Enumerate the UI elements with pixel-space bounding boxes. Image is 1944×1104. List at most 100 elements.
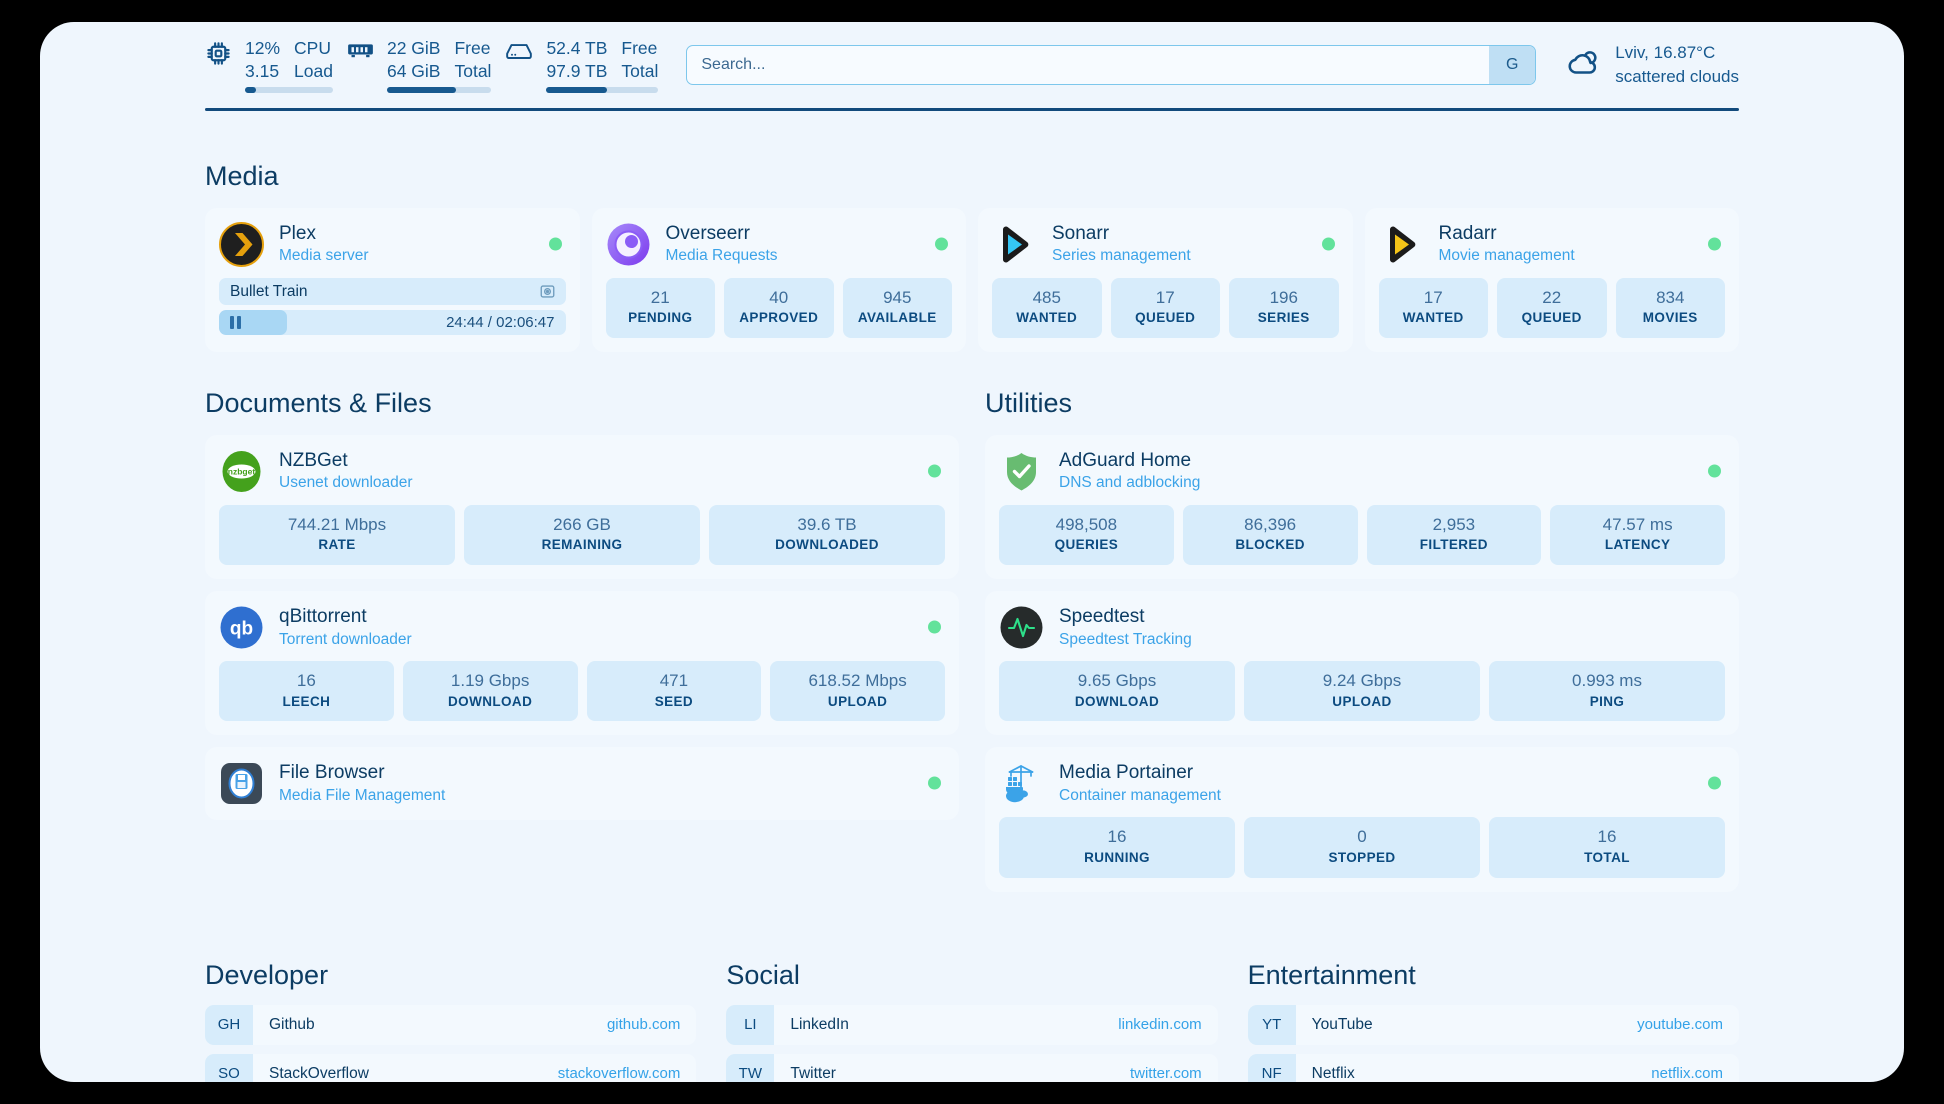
- bookmark-url: stackoverflow.com: [557, 1065, 681, 1082]
- bookmark-item-youtube[interactable]: YT YouTube youtube.com: [1247, 1004, 1739, 1045]
- cpu-progress-bar: [245, 87, 333, 94]
- stat-label: BLOCKED: [1235, 537, 1305, 553]
- search-area: G: [658, 45, 1564, 85]
- stat-label: PENDING: [628, 310, 693, 326]
- stat-tile: 618.52 Mbps UPLOAD: [770, 661, 945, 722]
- bookmark-name: YouTube: [1311, 1015, 1373, 1033]
- search-submit-button[interactable]: G: [1489, 46, 1536, 84]
- stat-tile: 834 MOVIES: [1615, 278, 1725, 339]
- stat-tile: 47.57 ms LATENCY: [1550, 505, 1725, 566]
- system-stat-cpu: 12% 3.15 CPU Load: [205, 37, 333, 94]
- bookmark-item-github[interactable]: GH Github github.com: [205, 1004, 697, 1045]
- radarr-icon: [1379, 222, 1424, 267]
- stat-value: 9.65 Gbps: [1077, 671, 1157, 691]
- bookmark-name: StackOverflow: [269, 1064, 369, 1082]
- stat-label: QUEUED: [1135, 310, 1196, 326]
- service-card-speedtest[interactable]: Speedtest Speedtest Tracking 9.65 Gbps D…: [985, 591, 1739, 736]
- stat-tile: 2,953 FILTERED: [1366, 505, 1542, 566]
- stat-label: REMAINING: [541, 537, 623, 553]
- stat-value: 0: [1357, 827, 1367, 847]
- bookmark-name: Github: [269, 1015, 315, 1033]
- stat-tile: 471 SEED: [586, 661, 762, 722]
- plex-progress-bar[interactable]: 24:44 / 02:06:47: [219, 310, 566, 335]
- stat-label: STOPPED: [1328, 849, 1396, 865]
- stat-label: APPROVED: [739, 310, 819, 326]
- qbittorrent-status-dot: [928, 620, 941, 634]
- stat-value: 471: [659, 671, 689, 691]
- qbittorrent-title: qBittorrent: [279, 605, 367, 627]
- service-card-qbittorrent[interactable]: qb qBittorrent Torrent downloader 16 LEE…: [205, 591, 959, 736]
- nzbget-subtitle: Usenet downloader: [279, 474, 413, 492]
- weather-location-temp: Lviv, 16.87°C: [1615, 42, 1716, 62]
- search-box[interactable]: G: [686, 45, 1537, 85]
- stat-value: 485: [1032, 288, 1061, 307]
- stat-label: WANTED: [1016, 310, 1078, 326]
- stat-value: 498,508: [1055, 515, 1118, 535]
- sonarr-icon: [992, 222, 1037, 267]
- bookmark-item-linkedin[interactable]: LI LinkedIn linkedin.com: [726, 1004, 1218, 1045]
- system-stats-group: 12% 3.15 CPU Load: [205, 37, 659, 94]
- pause-icon[interactable]: [230, 316, 241, 329]
- ram-icon: [347, 40, 374, 65]
- stat-value: 834: [1656, 288, 1685, 307]
- scattered-clouds-icon: [1564, 46, 1602, 85]
- bookmark-item-stackoverflow[interactable]: SO StackOverflow stackoverflow.com: [205, 1053, 697, 1082]
- overseerr-subtitle: Media Requests: [665, 247, 778, 265]
- service-card-filebrowser[interactable]: File Browser Media File Management: [205, 747, 959, 821]
- search-input[interactable]: [687, 46, 1490, 84]
- stat-tile: 945 AVAILABLE: [842, 278, 952, 339]
- service-card-plex[interactable]: Plex Media server Bullet Train: [205, 208, 580, 353]
- stat-tile: 16 TOTAL: [1489, 817, 1725, 878]
- stat-tile: 9.24 Gbps UPLOAD: [1244, 661, 1480, 722]
- stat-label: DOWNLOAD: [448, 693, 533, 709]
- bookmark-item-twitter[interactable]: TW Twitter twitter.com: [726, 1053, 1218, 1082]
- sonarr-status-dot: [1321, 237, 1335, 251]
- service-card-portainer[interactable]: Media Portainer Container management 16 …: [985, 747, 1739, 892]
- stat-tile: 0.993 ms PING: [1489, 661, 1725, 722]
- stat-tile: 9.65 Gbps DOWNLOAD: [999, 661, 1235, 722]
- stat-tile: 485 WANTED: [992, 278, 1102, 339]
- bookmark-item-netflix[interactable]: NF Netflix netflix.com: [1247, 1053, 1739, 1082]
- weather-widget[interactable]: Lviv, 16.87°C scattered clouds: [1564, 42, 1739, 88]
- nzbget-icon: nzbget: [219, 449, 264, 494]
- bookmark-group-developer: Developer GH Github github.com SO StackO…: [205, 959, 697, 1082]
- portainer-icon: [999, 761, 1044, 806]
- header-divider: [205, 108, 1739, 111]
- stat-tile: 16 RUNNING: [999, 817, 1235, 878]
- stat-tile: 86,396 BLOCKED: [1182, 505, 1358, 566]
- section-title-media: Media: [205, 161, 279, 191]
- adguard-shield-icon: [999, 449, 1044, 494]
- bookmark-group-title: Developer: [205, 959, 329, 990]
- service-card-nzbget[interactable]: nzbget NZBGet Usenet downloader 744.21 M…: [205, 435, 959, 580]
- filebrowser-icon: [219, 761, 264, 806]
- stat-label: PING: [1589, 693, 1625, 709]
- service-card-adguard[interactable]: AdGuard Home DNS and adblocking 498,508 …: [985, 435, 1739, 580]
- portainer-stats: 16 RUNNING 0 STOPPED 16 TOTAL: [999, 817, 1725, 878]
- filebrowser-subtitle: Media File Management: [279, 786, 446, 804]
- adguard-title: AdGuard Home: [1059, 449, 1192, 471]
- nzbget-stats: 744.21 Mbps RATE 266 GB REMAINING 39.6 T…: [219, 505, 945, 566]
- stat-tile: 1.19 Gbps DOWNLOAD: [402, 661, 578, 722]
- stat-label: LATENCY: [1604, 537, 1671, 553]
- stat-label: QUERIES: [1054, 537, 1119, 553]
- system-stat-disk: 52.4 TB 97.9 TB Free Total: [505, 37, 659, 94]
- bookmark-url: netflix.com: [1651, 1065, 1723, 1082]
- service-card-radarr[interactable]: Radarr Movie management 17 WANTED 22 QUE…: [1364, 208, 1739, 353]
- bookmark-url: youtube.com: [1637, 1016, 1723, 1034]
- filebrowser-status-dot: [928, 776, 941, 790]
- stat-tile: 21 PENDING: [605, 278, 715, 339]
- bookmark-abbr: YT: [1247, 1004, 1296, 1045]
- stat-value: 22: [1542, 288, 1562, 307]
- disk-icon: [505, 40, 533, 67]
- disk-total-label: Total: [621, 61, 659, 81]
- plex-icon: [219, 221, 264, 267]
- cpu-label: CPU: [294, 37, 331, 58]
- stat-label: AVAILABLE: [857, 310, 937, 326]
- cast-icon[interactable]: [540, 284, 555, 299]
- filebrowser-title: File Browser: [279, 761, 385, 783]
- service-card-sonarr[interactable]: Sonarr Series management 485 WANTED 17 Q…: [978, 208, 1353, 353]
- service-card-overseerr[interactable]: Overseerr Media Requests 21 PENDING 40 A…: [591, 208, 966, 353]
- radarr-subtitle: Movie management: [1438, 247, 1575, 265]
- bookmark-url: github.com: [606, 1016, 681, 1034]
- stat-tile: 266 GB REMAINING: [464, 505, 700, 566]
